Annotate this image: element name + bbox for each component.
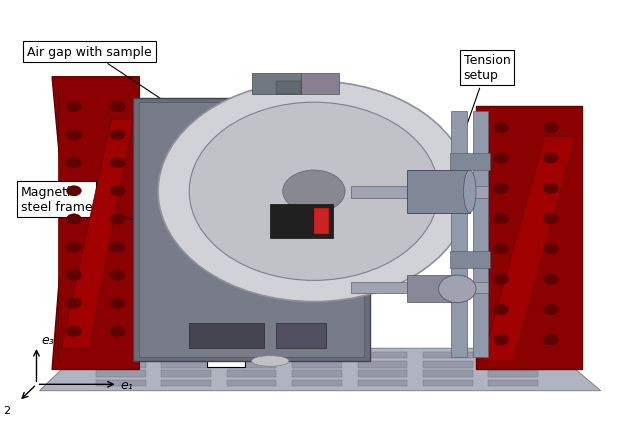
Circle shape bbox=[544, 184, 558, 194]
Bar bbox=[277, 323, 327, 348]
Bar bbox=[292, 380, 342, 386]
Circle shape bbox=[66, 326, 82, 337]
Circle shape bbox=[110, 298, 125, 308]
Bar bbox=[488, 371, 539, 377]
Bar bbox=[488, 352, 539, 359]
Circle shape bbox=[110, 214, 125, 225]
Bar bbox=[451, 112, 466, 357]
Circle shape bbox=[544, 274, 558, 285]
Bar bbox=[473, 112, 488, 357]
Circle shape bbox=[493, 184, 508, 194]
Bar bbox=[189, 323, 264, 348]
Text: e₃: e₃ bbox=[41, 334, 54, 346]
Bar bbox=[423, 380, 473, 386]
Bar bbox=[251, 73, 302, 95]
Circle shape bbox=[544, 335, 558, 345]
Ellipse shape bbox=[189, 103, 439, 281]
Circle shape bbox=[493, 274, 508, 285]
Circle shape bbox=[493, 244, 508, 254]
Bar bbox=[357, 371, 408, 377]
Circle shape bbox=[493, 305, 508, 315]
Ellipse shape bbox=[439, 276, 476, 303]
Bar bbox=[161, 371, 211, 377]
Circle shape bbox=[66, 298, 82, 308]
Circle shape bbox=[110, 271, 125, 280]
Polygon shape bbox=[40, 348, 601, 391]
Circle shape bbox=[493, 153, 508, 164]
Bar bbox=[357, 352, 408, 359]
Bar bbox=[351, 186, 488, 198]
Polygon shape bbox=[482, 137, 576, 361]
Circle shape bbox=[66, 130, 82, 140]
Circle shape bbox=[110, 326, 125, 337]
Circle shape bbox=[66, 186, 82, 196]
Circle shape bbox=[544, 153, 558, 164]
Ellipse shape bbox=[158, 82, 470, 302]
Bar bbox=[357, 361, 408, 368]
Bar bbox=[226, 352, 277, 359]
Circle shape bbox=[493, 123, 508, 133]
Text: Tension
setup: Tension setup bbox=[451, 54, 510, 167]
Ellipse shape bbox=[251, 356, 289, 366]
Bar bbox=[423, 371, 473, 377]
Bar bbox=[351, 283, 488, 294]
Bar bbox=[423, 352, 473, 359]
Bar bbox=[357, 380, 408, 386]
Circle shape bbox=[110, 102, 125, 112]
Circle shape bbox=[544, 123, 558, 133]
Circle shape bbox=[66, 242, 82, 253]
Bar bbox=[226, 361, 277, 368]
Circle shape bbox=[110, 130, 125, 140]
Bar bbox=[161, 361, 211, 368]
Bar bbox=[96, 361, 145, 368]
Ellipse shape bbox=[463, 171, 476, 213]
Bar bbox=[133, 99, 370, 361]
Circle shape bbox=[66, 271, 82, 280]
Circle shape bbox=[110, 158, 125, 168]
Bar bbox=[450, 154, 490, 171]
Bar bbox=[314, 209, 330, 234]
Bar bbox=[96, 371, 145, 377]
Text: Magnetic
steel frame: Magnetic steel frame bbox=[21, 185, 151, 226]
Bar bbox=[161, 352, 211, 359]
Bar bbox=[277, 82, 302, 95]
Bar bbox=[96, 352, 145, 359]
Circle shape bbox=[110, 186, 125, 196]
Bar bbox=[226, 380, 277, 386]
Polygon shape bbox=[58, 86, 133, 361]
Text: 2: 2 bbox=[3, 405, 10, 414]
Circle shape bbox=[110, 242, 125, 253]
Bar bbox=[292, 361, 342, 368]
Bar bbox=[488, 361, 539, 368]
Circle shape bbox=[66, 214, 82, 225]
Text: Air gap with sample: Air gap with sample bbox=[27, 46, 214, 135]
Polygon shape bbox=[61, 120, 133, 348]
Bar bbox=[292, 352, 342, 359]
Bar bbox=[226, 371, 277, 377]
Bar bbox=[488, 380, 539, 386]
Bar bbox=[450, 251, 490, 268]
Bar bbox=[96, 380, 145, 386]
Circle shape bbox=[493, 335, 508, 345]
Bar bbox=[423, 361, 473, 368]
Polygon shape bbox=[52, 78, 139, 370]
Circle shape bbox=[66, 158, 82, 168]
Bar bbox=[161, 380, 211, 386]
Circle shape bbox=[493, 214, 508, 224]
Circle shape bbox=[544, 244, 558, 254]
Bar bbox=[292, 371, 342, 377]
Circle shape bbox=[544, 214, 558, 224]
Text: e₁: e₁ bbox=[120, 378, 134, 391]
Circle shape bbox=[66, 102, 82, 112]
Bar bbox=[408, 171, 470, 213]
Bar bbox=[408, 276, 457, 303]
Text: Coils: Coils bbox=[211, 335, 243, 363]
Polygon shape bbox=[476, 107, 582, 370]
Bar bbox=[139, 103, 364, 357]
Bar bbox=[270, 204, 332, 239]
Ellipse shape bbox=[283, 171, 345, 213]
Bar bbox=[302, 73, 339, 95]
Circle shape bbox=[544, 305, 558, 315]
